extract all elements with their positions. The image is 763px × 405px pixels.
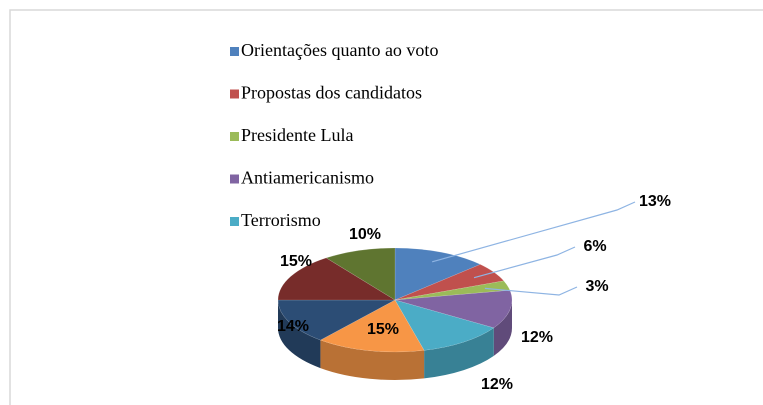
- leader-line: [484, 286, 578, 296]
- slice-side: [424, 327, 494, 379]
- slice: [277, 257, 396, 301]
- slice-side: [493, 300, 512, 356]
- slice: [394, 299, 495, 351]
- slice-side: [278, 300, 321, 369]
- legend-label: Antiamericanismo: [241, 168, 374, 188]
- leader-line: [432, 201, 636, 263]
- data-label: 14%: [277, 318, 309, 335]
- legend-label: Presidente Lula: [241, 125, 353, 145]
- data-label: 6%: [583, 238, 606, 255]
- slice: [394, 289, 513, 329]
- legend-swatch: [230, 217, 239, 226]
- slice: [319, 299, 425, 353]
- data-label: 10%: [349, 226, 381, 243]
- legend-swatch: [230, 89, 239, 99]
- slice-side: [320, 340, 425, 380]
- data-label: 15%: [280, 253, 312, 270]
- legend-label: Propostas dos candidatos: [241, 83, 422, 103]
- leader-line: [473, 246, 576, 279]
- legend-label: Orientações quanto ao voto: [241, 40, 438, 60]
- slice: [325, 247, 396, 301]
- data-label: 12%: [521, 329, 553, 346]
- legend-label: Terrorismo: [241, 210, 321, 230]
- slice: [277, 299, 396, 341]
- data-label: 12%: [481, 376, 513, 393]
- legend-swatch: [230, 132, 239, 141]
- data-label: 15%: [367, 321, 399, 338]
- legend-swatch: [230, 174, 239, 184]
- data-label: 13%: [639, 193, 671, 210]
- data-label: 3%: [585, 278, 608, 295]
- chart-border: [9, 9, 763, 405]
- legend-swatch: [230, 47, 239, 56]
- slice: [394, 247, 481, 301]
